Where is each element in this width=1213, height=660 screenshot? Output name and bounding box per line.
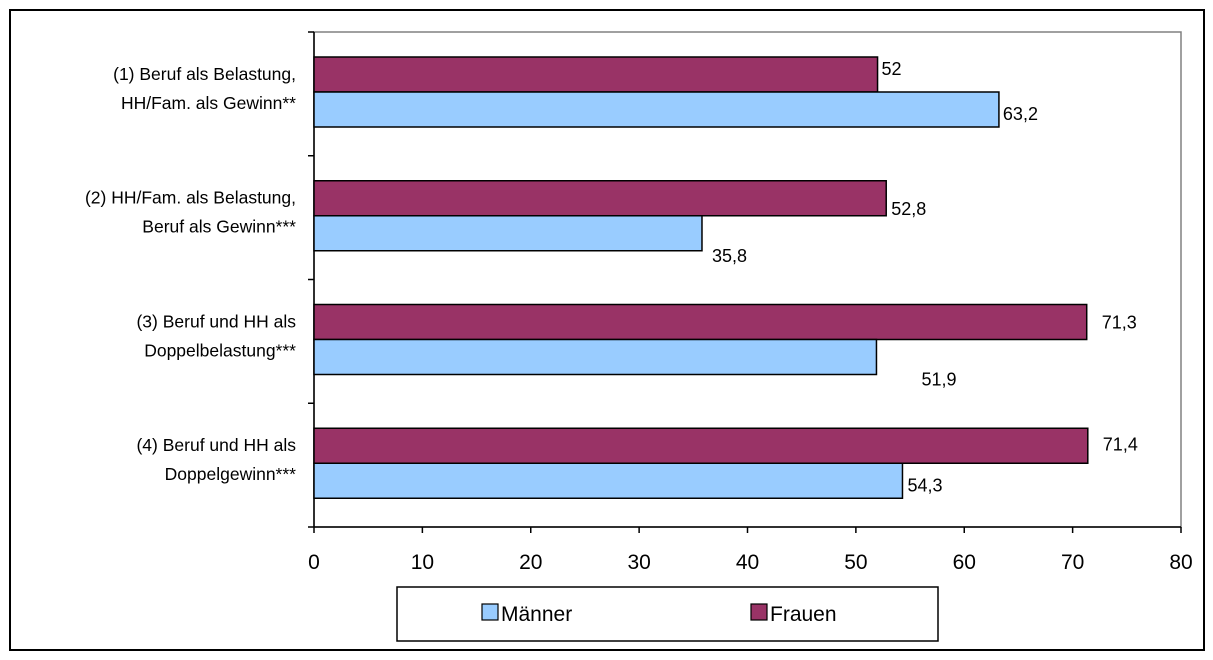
legend-swatch-frauen <box>750 603 768 621</box>
x-tick-label: 70 <box>1061 551 1084 574</box>
bar-maenner <box>313 338 878 376</box>
category-label: (1) Beruf als Belastung, HH/Fam. als Gewi… <box>113 64 296 113</box>
x-tick-label: 40 <box>736 551 759 574</box>
category-label: (3) Beruf und HH als Doppelbelastung*** <box>136 311 296 360</box>
bar-frauen <box>313 56 879 93</box>
legend <box>396 586 939 642</box>
data-label-frauen: 52,8 <box>891 199 926 219</box>
x-tick-label: 80 <box>1169 551 1192 574</box>
legend-label-maenner: Männer <box>501 603 572 626</box>
x-tick-label: 20 <box>519 551 542 574</box>
x-tick-label: 10 <box>411 551 434 574</box>
legend-label-frauen: Frauen <box>770 603 837 626</box>
x-tick-label: 0 <box>308 551 320 574</box>
category-label: (4) Beruf und HH als Doppelgewinn*** <box>136 435 296 484</box>
bar-frauen <box>313 303 1088 341</box>
data-label-frauen: 71,4 <box>1103 434 1138 454</box>
data-label-frauen: 52 <box>882 59 902 79</box>
data-label-maenner: 54,3 <box>907 475 942 495</box>
bar-maenner <box>313 91 1000 128</box>
x-tick-label: 60 <box>953 551 976 574</box>
category-label: (2) HH/Fam. als Belastung, Beruf als Gewi… <box>85 188 296 237</box>
bar-frauen <box>313 180 887 217</box>
data-label-maenner: 35,8 <box>712 246 747 266</box>
bar-maenner <box>313 462 904 499</box>
data-label-frauen: 71,3 <box>1102 313 1137 333</box>
x-tick-label: 50 <box>844 551 867 574</box>
bar-maenner <box>313 215 703 252</box>
x-tick-label: 30 <box>627 551 650 574</box>
data-label-maenner: 51,9 <box>921 370 956 390</box>
bar-frauen <box>313 427 1089 464</box>
data-label-maenner: 63,2 <box>1003 104 1038 124</box>
legend-swatch-maenner <box>481 603 499 621</box>
